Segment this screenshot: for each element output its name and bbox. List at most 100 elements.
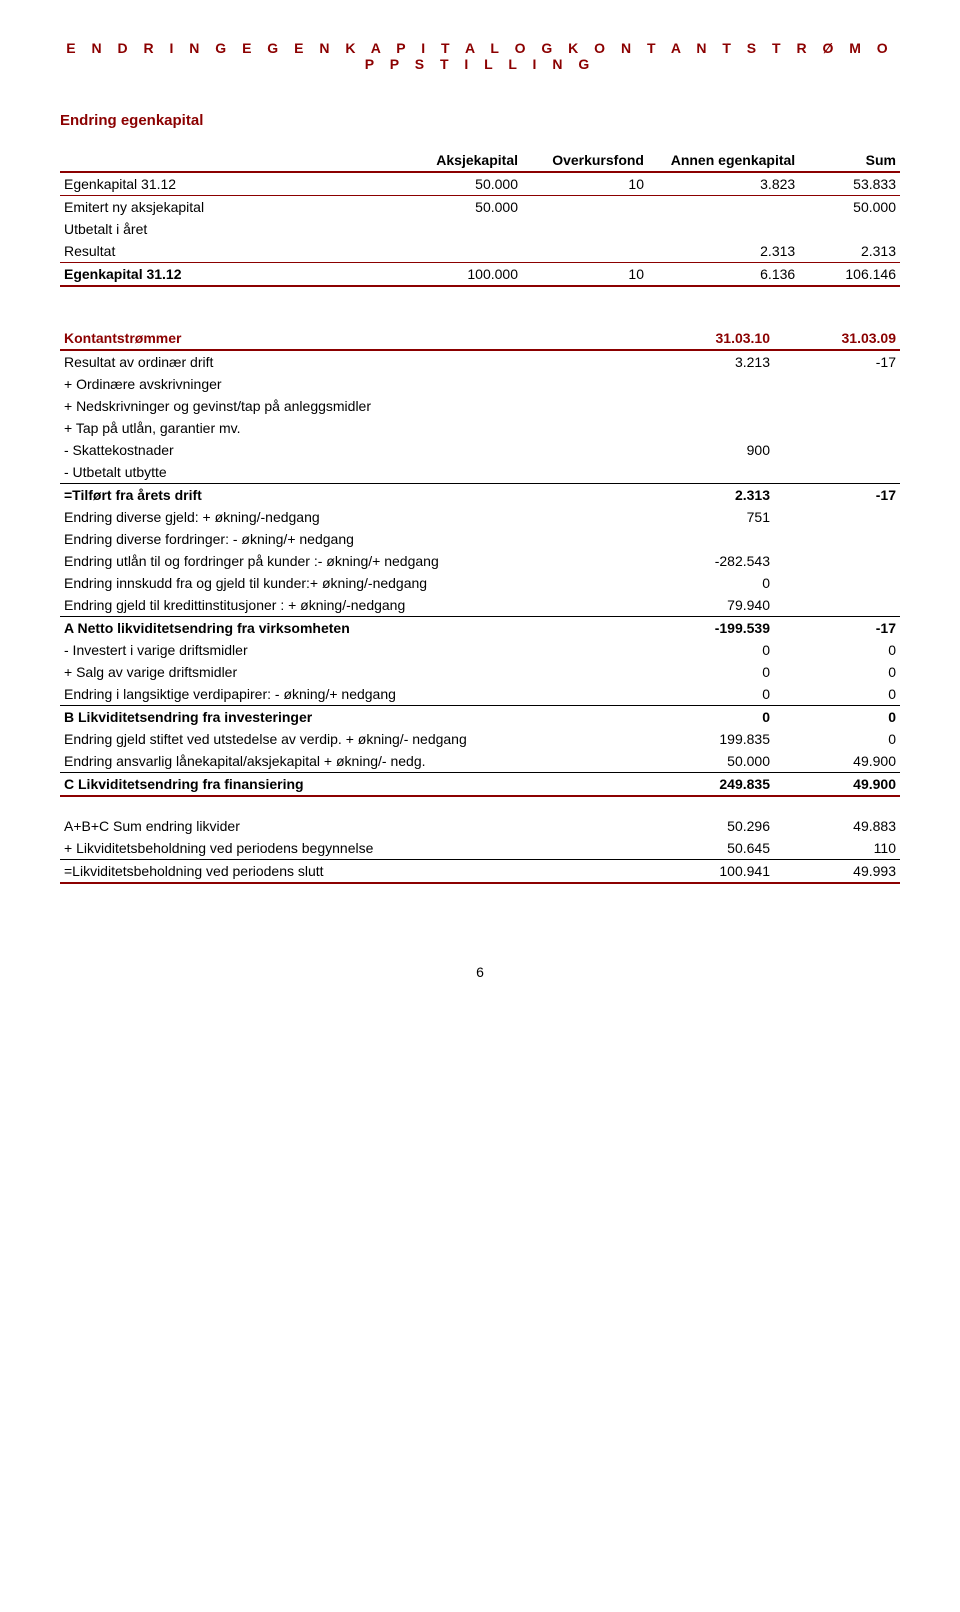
table-row: + Tap på utlån, garantier mv. (60, 417, 900, 439)
cell: 10 (522, 263, 648, 287)
table-row: Endring ansvarlig lånekapital/aksjekapit… (60, 750, 900, 773)
col-header: Annen egenkapital (648, 149, 799, 172)
table-row: Resultat av ordinær drift 3.213 -17 (60, 350, 900, 373)
cell: 751 (648, 506, 774, 528)
row-label: - Skattekostnader (60, 439, 648, 461)
row-label: A+B+C Sum endring likvider (60, 815, 648, 837)
row-label: Endring utlån til og fordringer på kunde… (60, 550, 648, 572)
cell: 3.213 (648, 350, 774, 373)
row-label: Resultat (60, 240, 396, 263)
row-label: Endring diverse gjeld: + økning/-nedgang (60, 506, 648, 528)
cell: 3.823 (648, 172, 799, 196)
col-header: 31.03.09 (774, 327, 900, 350)
cell: 49.993 (774, 860, 900, 884)
cell: 49.900 (774, 773, 900, 797)
table-row: + Salg av varige driftsmidler 0 0 (60, 661, 900, 683)
col-header: Sum (799, 149, 900, 172)
table-row: C Likviditetsendring fra finansiering 24… (60, 773, 900, 797)
cell: 50.000 (396, 172, 522, 196)
row-label: + Likviditetsbeholdning ved periodens be… (60, 837, 648, 860)
table-row: - Investert i varige driftsmidler 0 0 (60, 639, 900, 661)
cell: 0 (648, 639, 774, 661)
table-row: - Skattekostnader 900 (60, 439, 900, 461)
row-label: + Tap på utlån, garantier mv. (60, 417, 648, 439)
row-label: Resultat av ordinær drift (60, 350, 648, 373)
cell: 50.000 (396, 196, 522, 219)
cell: 2.313 (648, 240, 799, 263)
cell: 0 (774, 639, 900, 661)
row-label: C Likviditetsendring fra finansiering (60, 773, 648, 797)
cell: 6.136 (648, 263, 799, 287)
table-row: Utbetalt i året (60, 218, 900, 240)
table-row: A+B+C Sum endring likvider 50.296 49.883 (60, 815, 900, 837)
cell: 0 (648, 706, 774, 729)
row-label: + Salg av varige driftsmidler (60, 661, 648, 683)
row-label: Utbetalt i året (60, 218, 396, 240)
cell: 79.940 (648, 594, 774, 617)
cell: 50.296 (648, 815, 774, 837)
table-row: Endring gjeld stiftet ved utstedelse av … (60, 728, 900, 750)
cell: 100.000 (396, 263, 522, 287)
row-label: Endring ansvarlig lånekapital/aksjekapit… (60, 750, 648, 773)
cell: 50.000 (799, 196, 900, 219)
row-label: Endring gjeld stiftet ved utstedelse av … (60, 728, 648, 750)
table-row: Endring diverse gjeld: + økning/-nedgang… (60, 506, 900, 528)
cell: 110 (774, 837, 900, 860)
cell: 0 (648, 572, 774, 594)
row-label: =Likviditetsbeholdning ved periodens slu… (60, 860, 648, 884)
table-row: Endring utlån til og fordringer på kunde… (60, 550, 900, 572)
cell: -17 (774, 350, 900, 373)
col-header: Aksjekapital (396, 149, 522, 172)
table-row: + Nedskrivninger og gevinst/tap på anleg… (60, 395, 900, 417)
row-label: - Utbetalt utbytte (60, 461, 648, 484)
cell: 0 (774, 661, 900, 683)
cell: 0 (774, 728, 900, 750)
cell: 100.941 (648, 860, 774, 884)
cell: 10 (522, 172, 648, 196)
cell: 106.146 (799, 263, 900, 287)
section2-title: Kontantstrømmer (60, 327, 648, 350)
page-title: E N D R I N G E G E N K A P I T A L O G … (60, 40, 900, 72)
cell: 49.900 (774, 750, 900, 773)
cell: -282.543 (648, 550, 774, 572)
cell: -17 (774, 617, 900, 640)
table-row: Endring diverse fordringer: - økning/+ n… (60, 528, 900, 550)
page-number: 6 (60, 964, 900, 980)
cell: 0 (648, 683, 774, 706)
row-label: A Netto likviditetsendring fra virksomhe… (60, 617, 648, 640)
table-row: + Ordinære avskrivninger (60, 373, 900, 395)
cell: 2.313 (799, 240, 900, 263)
table-row: Endring i langsiktige verdipapirer: - øk… (60, 683, 900, 706)
cell: -17 (774, 484, 900, 507)
cell: -199.539 (648, 617, 774, 640)
table-row: Egenkapital 31.12 50.000 10 3.823 53.833 (60, 172, 900, 196)
cell: 0 (648, 661, 774, 683)
table-row: Egenkapital 31.12 100.000 10 6.136 106.1… (60, 263, 900, 287)
row-label: + Nedskrivninger og gevinst/tap på anleg… (60, 395, 648, 417)
table-header-row: Aksjekapital Overkursfond Annen egenkapi… (60, 149, 900, 172)
cell: 53.833 (799, 172, 900, 196)
row-label: Endring diverse fordringer: - økning/+ n… (60, 528, 648, 550)
table-row: - Utbetalt utbytte (60, 461, 900, 484)
row-label: =Tilført fra årets drift (60, 484, 648, 507)
equity-table: Aksjekapital Overkursfond Annen egenkapi… (60, 149, 900, 287)
row-label: Egenkapital 31.12 (60, 263, 396, 287)
cell: 900 (648, 439, 774, 461)
table-row: Endring innskudd fra og gjeld til kunder… (60, 572, 900, 594)
table-row: Emitert ny aksjekapital 50.000 50.000 (60, 196, 900, 219)
cell: 0 (774, 683, 900, 706)
col-header: 31.03.10 (648, 327, 774, 350)
cell: 50.000 (648, 750, 774, 773)
table-row: + Likviditetsbeholdning ved periodens be… (60, 837, 900, 860)
table-header-row: Kontantstrømmer 31.03.10 31.03.09 (60, 327, 900, 350)
row-label: Emitert ny aksjekapital (60, 196, 396, 219)
table-row: A Netto likviditetsendring fra virksomhe… (60, 617, 900, 640)
cell: 199.835 (648, 728, 774, 750)
row-label: Endring innskudd fra og gjeld til kunder… (60, 572, 648, 594)
table-row: =Likviditetsbeholdning ved periodens slu… (60, 860, 900, 884)
section1-title: Endring egenkapital (60, 112, 900, 129)
cell: 0 (774, 706, 900, 729)
cell (648, 196, 799, 219)
table-row: B Likviditetsendring fra investeringer 0… (60, 706, 900, 729)
row-label: Egenkapital 31.12 (60, 172, 396, 196)
